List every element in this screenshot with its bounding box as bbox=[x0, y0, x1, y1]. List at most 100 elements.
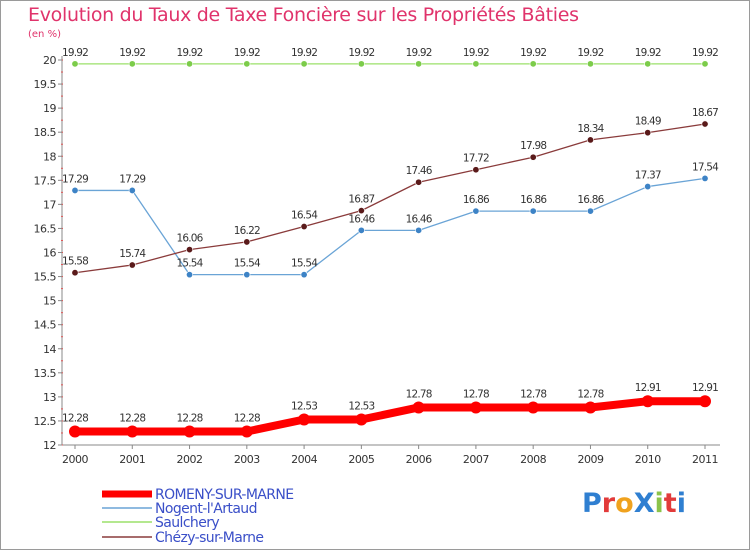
data-label: 15.54 bbox=[291, 258, 318, 270]
data-point bbox=[472, 166, 480, 174]
data-label: 17.98 bbox=[520, 140, 546, 152]
data-point bbox=[243, 60, 251, 68]
data-label: 18.49 bbox=[635, 116, 661, 128]
data-point bbox=[357, 60, 365, 68]
data-label: 17.29 bbox=[119, 173, 145, 185]
legend-label: ROMENY-SUR-MARNE bbox=[155, 487, 294, 503]
data-label: 19.92 bbox=[577, 47, 603, 59]
data-point bbox=[71, 60, 79, 68]
y-tick-label: 13 bbox=[43, 391, 56, 404]
logo-letter: X bbox=[633, 488, 655, 519]
data-label: 12.53 bbox=[348, 400, 374, 412]
data-label: 16.87 bbox=[348, 194, 374, 206]
series-line bbox=[71, 397, 709, 436]
y-tick-label: 12 bbox=[43, 439, 56, 452]
data-point bbox=[469, 401, 482, 414]
data-point bbox=[415, 178, 423, 186]
series-nogent-l-artaud bbox=[71, 174, 709, 279]
data-label: 16.54 bbox=[291, 210, 318, 222]
data-label: 19.92 bbox=[692, 47, 718, 59]
data-point bbox=[584, 401, 597, 414]
data-point bbox=[472, 60, 480, 68]
y-unit-label: (en %) bbox=[28, 29, 61, 40]
y-tick-label: 19.5 bbox=[34, 78, 57, 91]
data-point bbox=[300, 271, 308, 279]
data-label: 12.78 bbox=[520, 388, 546, 400]
data-label: 19.92 bbox=[291, 47, 317, 59]
data-point bbox=[527, 401, 540, 414]
data-point bbox=[300, 223, 308, 231]
y-tick-label: 19 bbox=[43, 102, 56, 115]
data-label: 18.34 bbox=[577, 123, 604, 135]
data-label: 16.46 bbox=[348, 213, 375, 225]
y-tick-label: 14.5 bbox=[34, 319, 57, 332]
data-label: 15.54 bbox=[234, 258, 261, 270]
data-label: 12.28 bbox=[119, 413, 145, 425]
legend-label: Saulchery bbox=[155, 515, 219, 531]
legend-label: Nogent-l'Artaud bbox=[155, 501, 257, 517]
chart-title: Evolution du Taux de Taxe Foncière sur l… bbox=[28, 4, 579, 26]
data-point bbox=[243, 238, 251, 246]
data-label: 16.46 bbox=[406, 213, 433, 225]
data-point bbox=[529, 153, 537, 161]
data-label: 19.92 bbox=[348, 47, 374, 59]
x-tick-label: 2002 bbox=[177, 453, 203, 466]
y-tick-label: 16 bbox=[43, 247, 56, 260]
data-label: 16.86 bbox=[577, 194, 604, 206]
data-label: 15.74 bbox=[119, 248, 146, 260]
data-point bbox=[128, 60, 136, 68]
data-point bbox=[701, 174, 709, 182]
y-tick-label: 20 bbox=[43, 54, 56, 67]
logo-letter: r bbox=[601, 488, 616, 519]
data-label: 19.92 bbox=[119, 47, 145, 59]
data-label: 19.92 bbox=[406, 47, 432, 59]
x-tick-label: 2000 bbox=[62, 453, 88, 466]
y-tick-label: 14 bbox=[43, 343, 56, 356]
y-tick-label: 16.5 bbox=[34, 222, 57, 235]
x-tick-label: 2010 bbox=[635, 453, 661, 466]
x-tick-label: 2008 bbox=[520, 453, 546, 466]
logo-letter: i bbox=[676, 488, 686, 519]
x-tick-label: 2003 bbox=[234, 453, 260, 466]
data-point bbox=[529, 60, 537, 68]
data-label: 19.92 bbox=[635, 47, 661, 59]
y-tick-label: 17.5 bbox=[34, 174, 57, 187]
data-point bbox=[415, 60, 423, 68]
x-tick-label: 2001 bbox=[119, 453, 145, 466]
data-label: 17.54 bbox=[692, 161, 719, 173]
data-label: 15.54 bbox=[177, 258, 204, 270]
data-point bbox=[298, 413, 311, 426]
data-point bbox=[357, 226, 365, 234]
data-point bbox=[529, 207, 537, 215]
data-point bbox=[699, 395, 711, 408]
data-point bbox=[644, 129, 652, 137]
data-label: 12.78 bbox=[577, 388, 603, 400]
data-point bbox=[357, 207, 365, 215]
data-point bbox=[644, 60, 652, 68]
data-point bbox=[300, 60, 308, 68]
data-label: 19.92 bbox=[62, 47, 88, 59]
x-tick-label: 2009 bbox=[577, 453, 603, 466]
data-point bbox=[240, 425, 253, 438]
data-point bbox=[644, 183, 652, 191]
data-point bbox=[128, 261, 136, 269]
y-tick-label: 15.5 bbox=[34, 271, 57, 284]
data-point bbox=[243, 271, 251, 279]
series-line bbox=[74, 177, 706, 276]
y-tick-label: 12.5 bbox=[34, 415, 57, 428]
data-label: 19.92 bbox=[463, 47, 489, 59]
data-point bbox=[186, 246, 194, 254]
x-tick-label: 2007 bbox=[463, 453, 489, 466]
logo-letter: o bbox=[615, 488, 634, 519]
data-label: 12.78 bbox=[406, 388, 432, 400]
y-tick-label: 15 bbox=[43, 295, 56, 308]
data-point bbox=[69, 425, 81, 438]
logo-letter: t bbox=[663, 488, 677, 519]
data-point bbox=[641, 395, 654, 408]
data-point bbox=[472, 207, 480, 215]
series-saulchery bbox=[71, 60, 709, 68]
data-label: 17.29 bbox=[62, 173, 88, 185]
data-point bbox=[586, 207, 594, 215]
data-label: 16.86 bbox=[463, 194, 490, 206]
